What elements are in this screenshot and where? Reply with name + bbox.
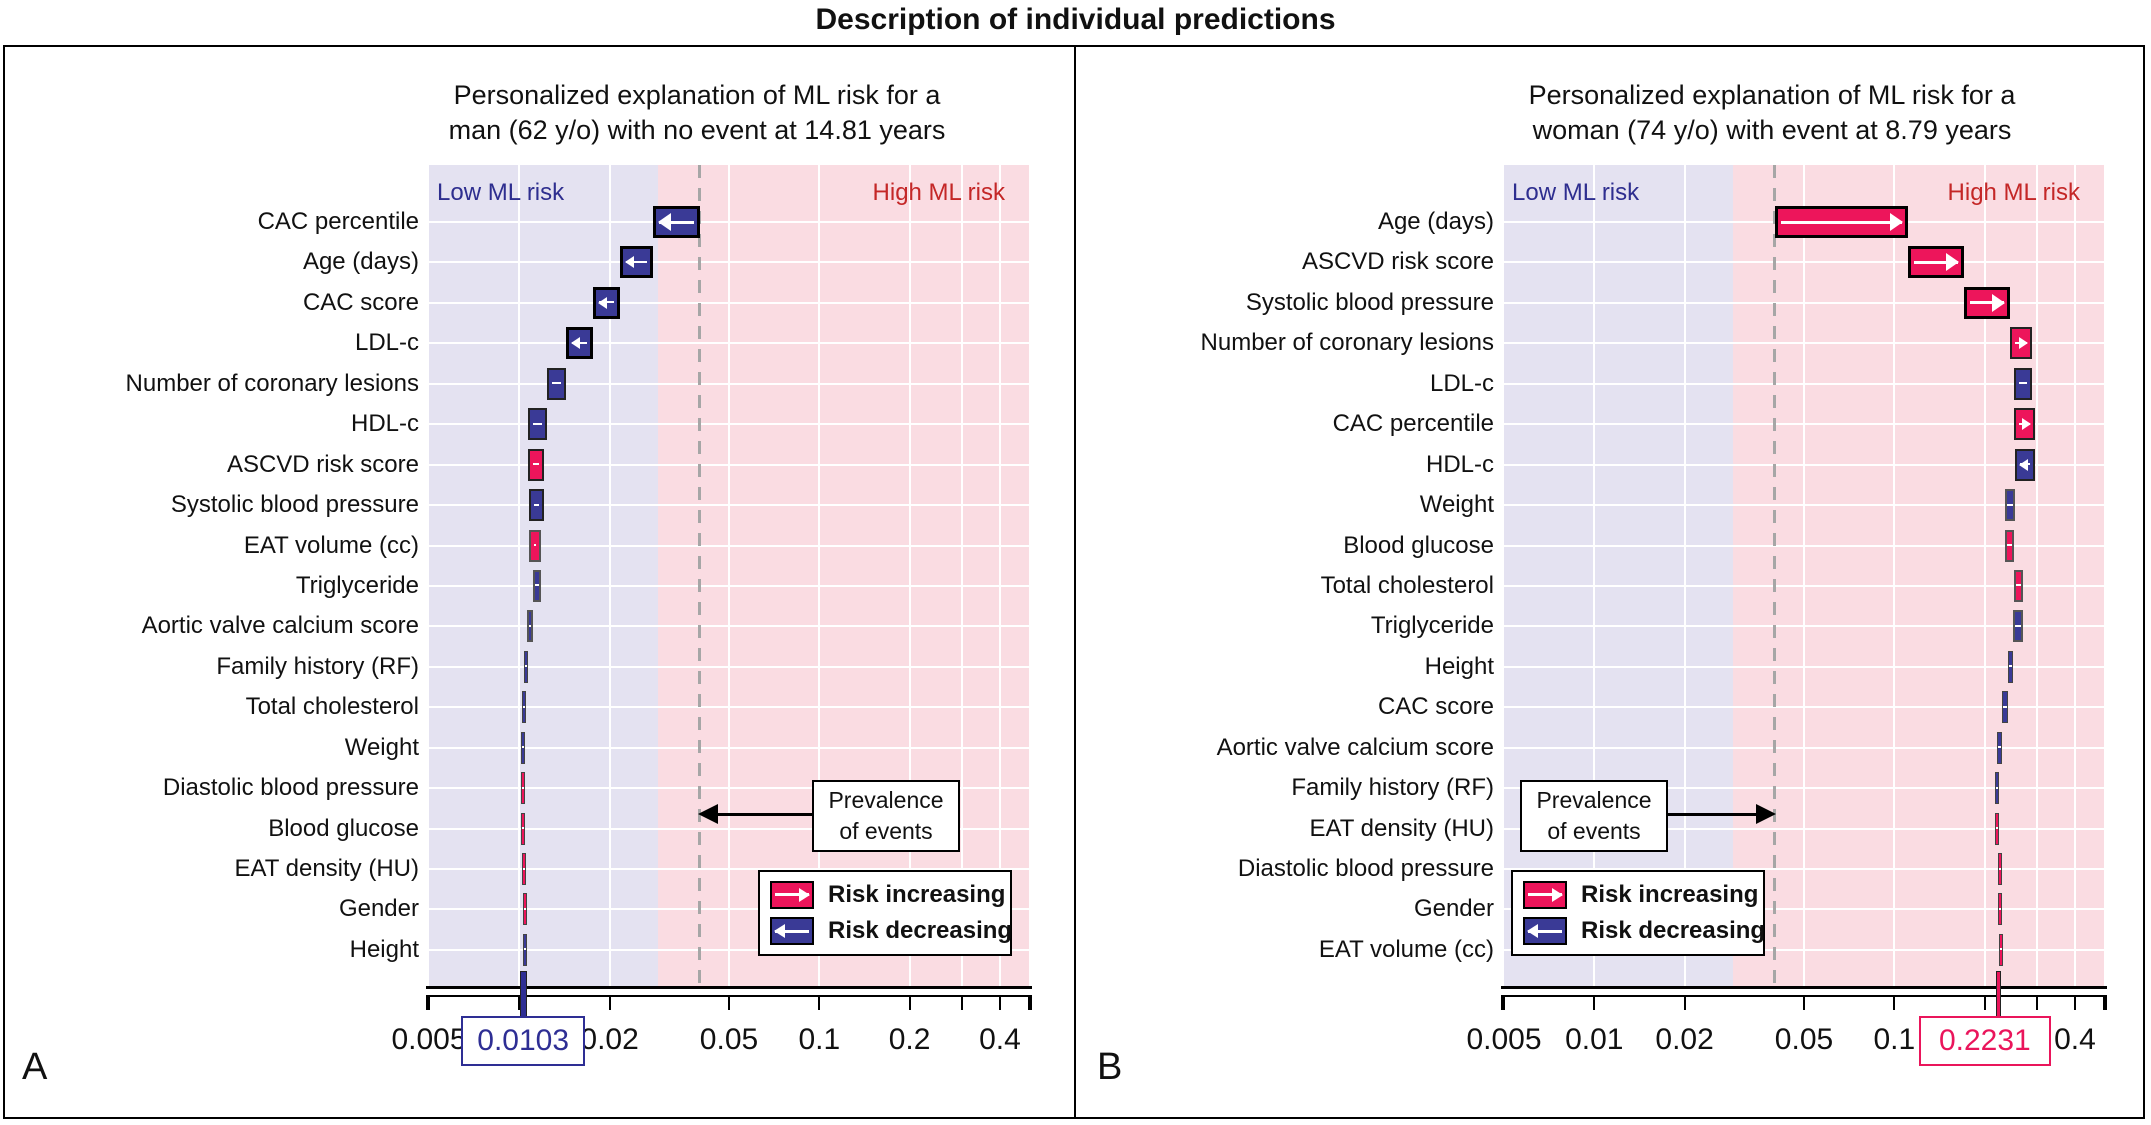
figure-title: Description of individual predictions: [815, 3, 1336, 36]
panel-divider: [1074, 45, 1076, 1119]
